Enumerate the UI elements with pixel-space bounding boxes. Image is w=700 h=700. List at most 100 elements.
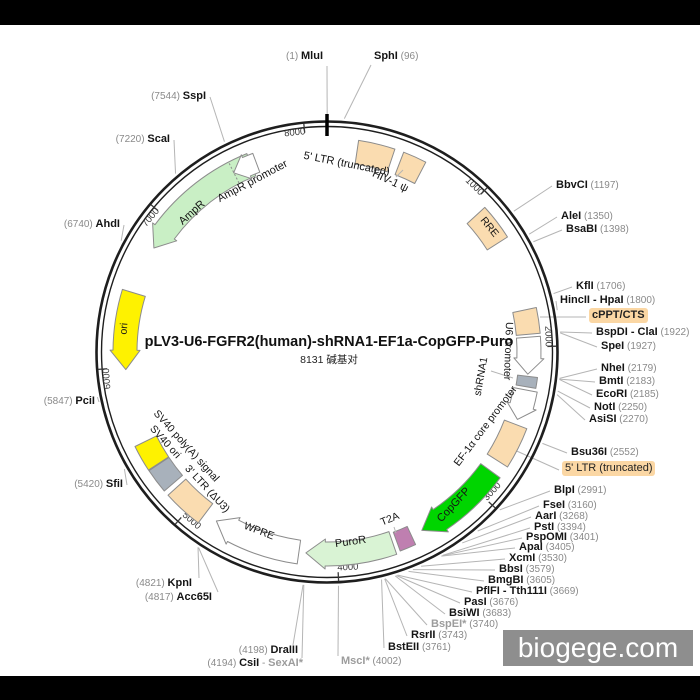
plasmid-size-label: 8131 碱基对 [300,354,358,366]
aux-line-0 [490,370,514,379]
watermark-logo: biogege.com [503,630,693,666]
feature-rre [466,206,508,251]
site-label-bsiwi: BsiWI (3683) [449,606,511,621]
feature-cppt-cts [512,307,541,336]
tick-label-6000: 6000 [101,368,114,390]
aux-line-2 [393,526,397,534]
leader-pspomi [441,537,523,557]
tick-6000 [98,368,108,371]
site-label-bsu36i: Bsu36I (2552) [571,445,639,460]
site-label-segment: (4817) [144,592,177,603]
site-label-bbsi: BbsI (3579) [499,562,555,577]
feature-u6-promoter [513,335,545,375]
site-label-segment: BmgBI [488,574,524,586]
site-label-segment: (3669) [546,586,579,597]
site-label-segment: KflI [576,280,594,292]
site-label-bmti: BmtI (2183) [599,374,655,389]
site-label-segment: BmtI [599,375,624,387]
leader-fsei [477,505,540,532]
site-label-segment: (1800) [623,295,656,306]
site-label-rsrii: RsrII (3743) [411,628,467,643]
site-label-segment: (7220) [115,134,148,145]
feature-sv40-ori [148,456,183,492]
site-label-segment: (3160) [565,500,597,511]
site-label-pasi: PasI (3676) [464,595,518,610]
site-label-sspi: (7544) SspI [151,89,206,104]
site-label-segment: MscI* [341,655,370,667]
site-label-segment: KpnI [167,577,192,589]
site-label-segment: DraIII [270,644,298,656]
site-label-segment: (3530) [535,553,567,564]
site-label-segment: BsaBI [566,223,598,235]
site-label-segment: PflFI - Tth111I [476,585,547,597]
site-label-segment: (4821) [135,578,168,589]
site-label-segment: (3605) [523,575,556,586]
leader-noti [557,390,591,409]
site-label-segment: (5420) [74,479,106,490]
site-label-segment: (3761) [419,642,451,653]
site-label-segment: (6740) [63,219,96,230]
site-label-segment: NotI [594,401,616,413]
site-label-segment: (2183) [623,376,656,387]
feature-three-ltr-du3 [167,478,214,524]
site-label-sphi: SphI (96) [374,49,418,64]
leader-spei [560,332,598,348]
site-label-bmgbi: BmgBI (3605) [488,573,555,588]
site-label-spei: SpeI (1927) [601,339,656,354]
leader-five-ltr-mid [509,447,560,471]
site-label-segment: (1) [286,51,301,62]
leader-bsu36i [542,442,568,454]
site-label-bspdi-clai: BspDI - ClaI (1922) [596,325,689,340]
feature-copgfp [421,463,501,533]
feature-ampr-promoter [233,152,261,180]
leader-bmti [559,378,596,383]
site-label-segment: MluI [301,50,323,62]
site-label-nhei: NheI (2179) [601,361,657,376]
tick-7000 [150,204,159,211]
site-label-fsei: FseI (3160) [543,498,597,513]
leader-psti [442,527,531,556]
site-label-alei: AleI (1350) [561,209,613,224]
site-label-acc65i: (4817) Acc65I [145,590,212,605]
site-label-segment: FseI [543,499,566,511]
site-label-segment: BsiWI [449,607,480,619]
leader-bsiwi [394,575,446,615]
leader-sspi [209,96,225,142]
site-label-bbvci: BbvCI (1197) [556,178,619,193]
site-label-segment: PasI [464,596,487,608]
site-label-segment: (2552) [607,447,639,458]
site-label-aari: AarI (3268) [535,509,588,524]
feature-puror [305,531,398,570]
site-label-segment: (96) [397,51,419,62]
leader-alei [528,216,558,235]
site-label-hincii-hpai: HincII - HpaI (1800) [560,293,655,308]
site-label-pspomi: PspOMI (3401) [526,530,599,545]
top-letterbox-band [0,0,700,25]
feature-hiv-1-psi [394,151,427,184]
site-label-segment: (2179) [624,363,657,374]
site-label-segment: (3743) [435,630,468,641]
site-label-segment: (1197) [587,180,619,191]
site-label-segment: Bsu36I [571,446,608,458]
site-label-segment: AleI [561,210,582,222]
site-label-segment: PspOMI [526,531,567,543]
feature-label-ori: ori [118,322,131,335]
plasmid-title: pLV3-U6-FGFR2(human)-shRNA1-EF1a-CopGFP-… [144,334,514,350]
feature-pill-cppt-cts: cPPT/CTS [589,308,648,323]
site-label-psti: PstI (3394) [534,520,586,535]
site-label-segment: - [259,658,269,669]
leader-asisi [556,394,586,421]
leader-bsteii [381,579,385,649]
site-label-segment: SphI [374,50,398,62]
site-label-segment: SspI [182,90,206,102]
leader-bbvci [513,185,553,212]
site-label-segment: BbsI [499,563,523,575]
site-label-bsabi: BsaBI (1398) [566,222,629,237]
site-label-segment: (2991) [574,485,607,496]
leader-ecori [559,379,593,396]
feature-ef1a-core-promoter [506,387,538,420]
leader-sphi [343,64,372,119]
leader-bmgbi [408,570,485,582]
site-label-segment: EcoRI [596,388,628,400]
feature-sv40-polya [134,435,170,471]
